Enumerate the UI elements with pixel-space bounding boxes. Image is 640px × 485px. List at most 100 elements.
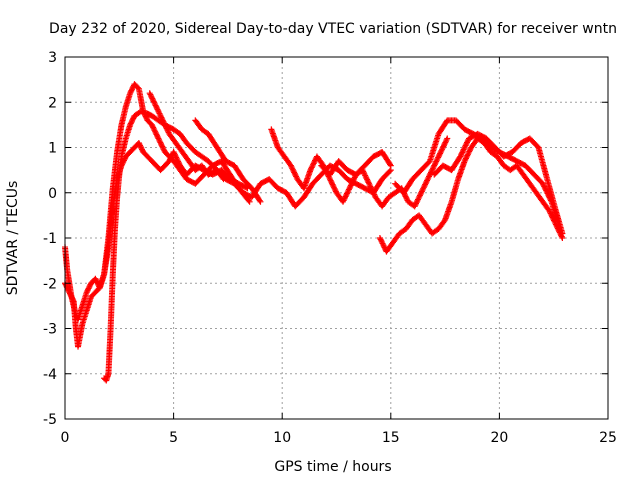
- data-point: [379, 240, 386, 247]
- data-point: [157, 113, 164, 120]
- data-point: [370, 190, 377, 197]
- data-point: [340, 198, 347, 205]
- data-point: [463, 141, 470, 148]
- x-tick-label: 25: [599, 430, 617, 446]
- data-point: [146, 90, 153, 97]
- data-point: [152, 130, 159, 137]
- data-point: [288, 163, 295, 170]
- data-point: [436, 151, 443, 158]
- data-point: [424, 176, 431, 183]
- data-point: [361, 171, 368, 178]
- data-point: [347, 182, 354, 189]
- data-point: [345, 186, 352, 193]
- data-point: [173, 154, 180, 161]
- data-point: [419, 187, 426, 194]
- data-point: [466, 148, 473, 155]
- data-point: [155, 135, 162, 142]
- data-point: [459, 149, 466, 156]
- data-point: [171, 150, 178, 157]
- data-point: [344, 189, 351, 196]
- data-point: [362, 173, 369, 180]
- data-point: [466, 147, 473, 154]
- data-point: [307, 167, 314, 174]
- data-point: [155, 109, 162, 116]
- data-point: [164, 128, 171, 135]
- data-point: [429, 165, 436, 172]
- data-point: [70, 297, 77, 304]
- data-point: [426, 173, 433, 180]
- data-point: [330, 182, 337, 189]
- data-point: [156, 136, 163, 143]
- data-point: [149, 96, 156, 103]
- data-point: [328, 180, 335, 187]
- data-point: [362, 172, 369, 179]
- data-point: [162, 122, 169, 129]
- data-point: [148, 92, 155, 99]
- data-point: [351, 175, 358, 182]
- data-point: [413, 199, 420, 206]
- y-tick-label: 0: [48, 186, 57, 202]
- data-point: [462, 142, 469, 149]
- data-point: [414, 197, 421, 204]
- data-point: [412, 200, 419, 207]
- data-point: [424, 177, 431, 184]
- data-point: [156, 110, 163, 117]
- data-point: [153, 103, 160, 110]
- data-series-track-8: [392, 117, 564, 232]
- data-point: [441, 140, 448, 147]
- data-point: [256, 197, 263, 204]
- data-point: [328, 178, 335, 185]
- y-tick-label: -1: [43, 231, 57, 247]
- data-point: [367, 183, 374, 190]
- x-tick-label: 5: [169, 430, 178, 446]
- data-point: [548, 213, 555, 220]
- data-point: [159, 115, 166, 122]
- data-point: [160, 118, 167, 125]
- data-point: [425, 174, 432, 181]
- data-point: [418, 189, 425, 196]
- data-point: [150, 125, 157, 132]
- data-point: [308, 165, 315, 172]
- data-point: [368, 184, 375, 191]
- data-point: [403, 196, 410, 203]
- data-point: [369, 188, 376, 195]
- data-point: [309, 163, 316, 170]
- data-point: [437, 150, 444, 157]
- data-point: [159, 117, 166, 124]
- data-point: [433, 157, 440, 164]
- data-point: [308, 164, 315, 171]
- data-point: [464, 138, 471, 145]
- data-point: [161, 121, 168, 128]
- data-point: [463, 139, 470, 146]
- data-series-track-7: [376, 135, 566, 255]
- data-point: [386, 168, 393, 175]
- data-point: [418, 188, 425, 195]
- data-point: [350, 177, 357, 184]
- data-point: [412, 201, 419, 208]
- data-point: [289, 165, 296, 172]
- data-point: [150, 98, 157, 105]
- data-point: [159, 144, 166, 151]
- data-point: [363, 175, 370, 182]
- data-point: [549, 214, 556, 221]
- data-point: [347, 183, 354, 190]
- data-point: [343, 192, 350, 199]
- data-point: [415, 195, 422, 202]
- data-point: [441, 142, 448, 149]
- data-point: [422, 180, 429, 187]
- data-point: [162, 124, 169, 131]
- x-tick-label: 20: [490, 430, 508, 446]
- data-point: [457, 152, 464, 159]
- data-point: [153, 105, 160, 112]
- data-point: [429, 166, 436, 173]
- data-point: [365, 179, 372, 186]
- data-point: [440, 143, 447, 150]
- data-point: [414, 196, 421, 203]
- data-point: [152, 102, 159, 109]
- data-point: [151, 99, 158, 106]
- data-point: [360, 169, 367, 176]
- data-point: [539, 180, 546, 187]
- data-point: [348, 181, 355, 188]
- chart-title: Day 232 of 2020, Sidereal Day-to-day VTE…: [49, 21, 617, 37]
